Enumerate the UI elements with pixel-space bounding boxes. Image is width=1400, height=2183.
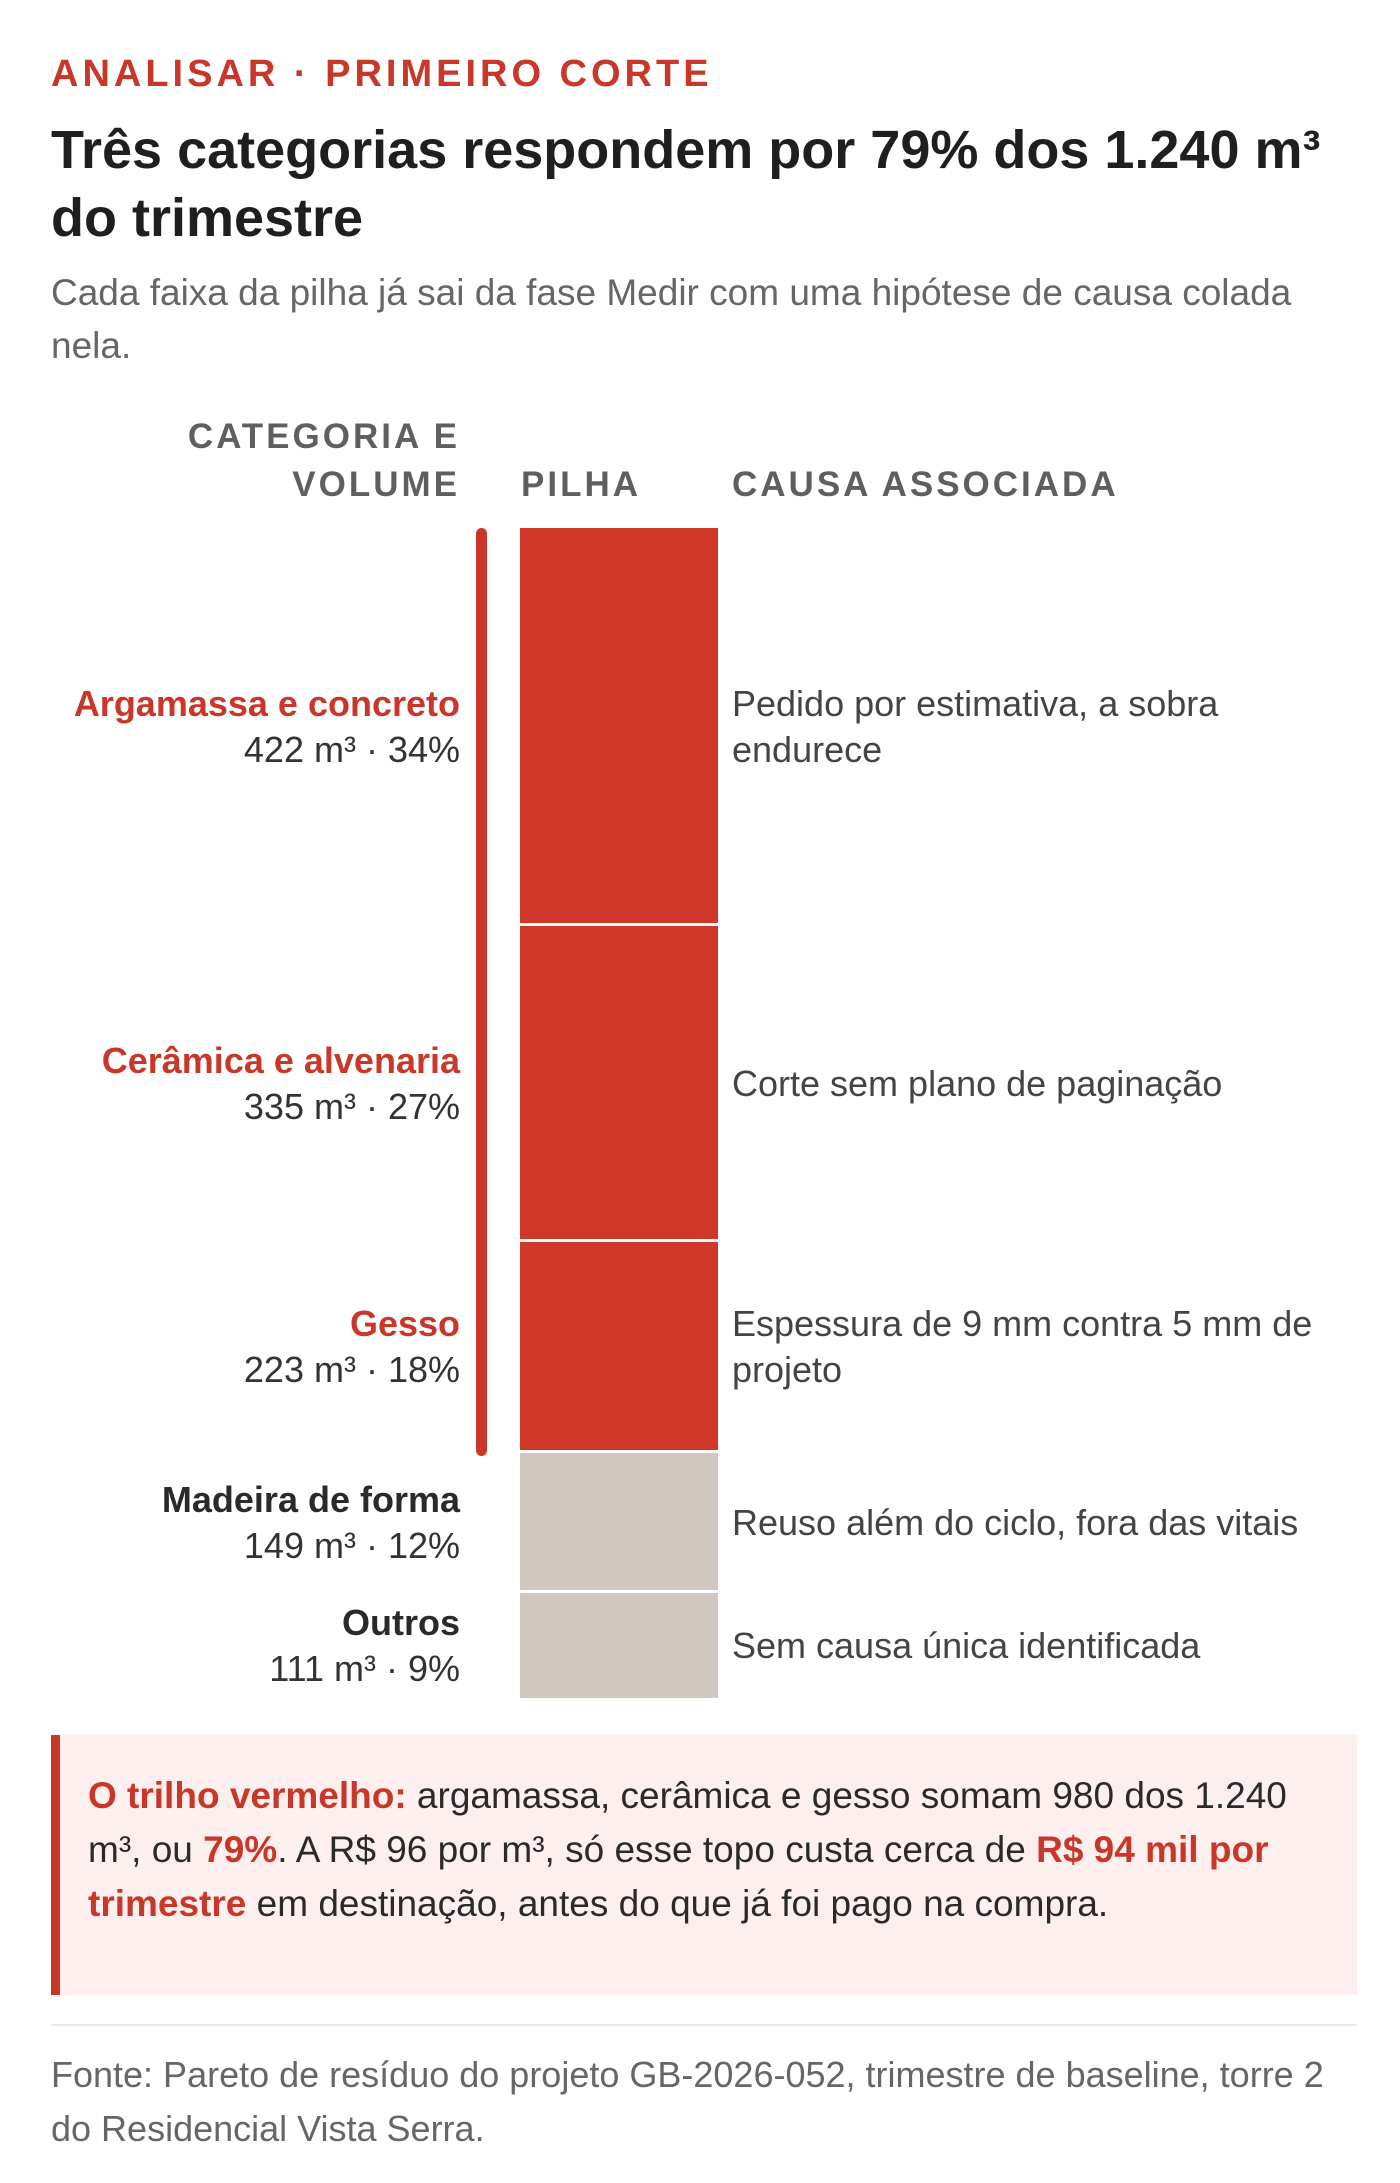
- red-rail: [476, 528, 487, 1456]
- source-note: Fonte: Pareto de resíduo do projeto GB-2…: [51, 2054, 1324, 2149]
- stacked-pile: [520, 528, 718, 1698]
- cause-label-outros: Sem causa única identificada: [732, 1624, 1201, 1666]
- category-name: Cerâmica e alvenaria: [101, 1040, 460, 1082]
- stack-segment-gesso: [520, 1242, 718, 1450]
- category-volume: 335 m³ · 27%: [243, 1086, 460, 1128]
- category-label-ceramica-e-alvenaria: Cerâmica e alvenaria 335 m³ · 27%: [40, 1038, 460, 1130]
- category-label-outros: Outros 111 m³ · 9%: [40, 1600, 460, 1692]
- callout-text-3: em destinação, antes do que já foi pago …: [246, 1883, 1109, 1924]
- stack-segment-outros: [520, 1593, 718, 1698]
- chart-subtitle: Cada faixa da pilha já sai da fase Medir…: [51, 272, 1292, 366]
- divider: [51, 2024, 1357, 2026]
- category-volume: 422 m³ · 34%: [243, 729, 460, 771]
- category-volume: 111 m³ · 9%: [269, 1647, 460, 1689]
- category-label-argamassa-e-concreto: Argamassa e concreto 422 m³ · 34%: [40, 681, 460, 773]
- category-name: Madeira de forma: [161, 1478, 460, 1520]
- callout-lead: O trilho vermelho:: [88, 1775, 407, 1816]
- cause-label-ceramica-e-alvenaria: Corte sem plano de paginação: [732, 1063, 1223, 1105]
- column-header-category: CATEGORIA E VOLUME: [187, 417, 460, 504]
- cause-label-madeira-de-forma: Reuso além do ciclo, fora das vitais: [732, 1501, 1299, 1543]
- category-label-gesso: Gesso 223 m³ · 18%: [40, 1301, 460, 1393]
- callout-text-1: argamassa, cerâmica e gesso somam 980 do…: [88, 1775, 1287, 1870]
- callout-share: 79%: [203, 1829, 278, 1870]
- category-label-madeira-de-forma: Madeira de forma 149 m³ · 12%: [40, 1477, 460, 1569]
- category-name: Argamassa e concreto: [73, 683, 460, 725]
- category-volume: 149 m³ · 12%: [243, 1524, 460, 1566]
- callout-cost: R$ 94 mil por trimestre: [88, 1829, 1269, 1924]
- category-volume: 223 m³ · 18%: [243, 1349, 460, 1391]
- cause-label-gesso: Espessura de 9 mm contra 5 mm de projeto: [732, 1303, 1313, 1391]
- stack-segment-argamassa-e-concreto: [520, 528, 718, 924]
- stack-segment-madeira-de-forma: [520, 1452, 718, 1591]
- chart-title: Três categorias respondem por 79% dos 1.…: [51, 120, 1321, 248]
- column-header-stack: PILHA: [521, 465, 641, 504]
- category-name: Gesso: [349, 1303, 460, 1345]
- category-name: Outros: [341, 1601, 460, 1643]
- cause-label-argamassa-e-concreto: Pedido por estimativa, a sobra endurece: [732, 683, 1219, 771]
- callout-box: O trilho vermelho: argamassa, cerâmica e…: [51, 1735, 1357, 1995]
- callout-text-2: . A R$ 96 por m³, só esse topo custa cer…: [277, 1829, 1037, 1870]
- stack-segment-ceramica-e-alvenaria: [520, 926, 718, 1240]
- kicker: ANALISAR · PRIMEIRO CORTE: [51, 53, 713, 95]
- column-header-cause: CAUSA ASSOCIADA: [732, 465, 1119, 504]
